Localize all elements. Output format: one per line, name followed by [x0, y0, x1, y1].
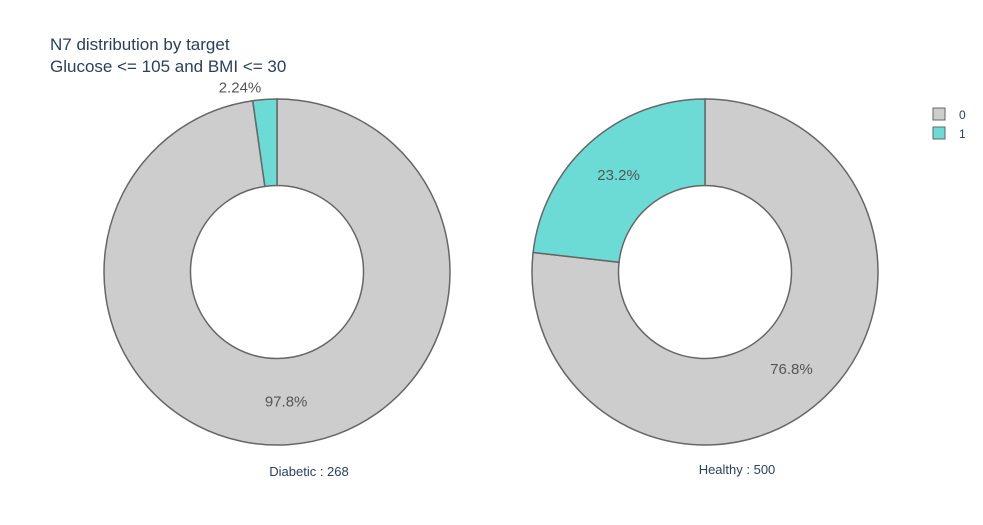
chart-title-line-1: N7 distribution by target [50, 35, 230, 54]
donut-charts: 97.8% 2.24% Diabetic : 268 76.8% 23.2% Health… [103, 79, 879, 479]
donut-1-slice-0-label: 76.8% [770, 361, 813, 378]
donut-0-slice-1[interactable] [251, 98, 278, 188]
legend-item-1[interactable]: 1 [932, 126, 966, 141]
legend-label-1: 1 [959, 127, 966, 141]
donut-1-slice-1-label: 23.2% [597, 167, 640, 184]
legend: 0 1 [932, 107, 966, 141]
donut-1: 76.8% 23.2% Healthy : 500 [531, 98, 879, 477]
legend-item-0[interactable]: 0 [932, 107, 966, 122]
donut-0-slice-0[interactable] [103, 98, 451, 446]
donut-0-domain-label: Diabetic : 268 [269, 464, 349, 479]
chart-title-line-2: Glucose <= 105 and BMI <= 30 [50, 57, 286, 76]
legend-swatch-1 [932, 126, 946, 140]
legend-label-0: 0 [959, 108, 966, 122]
donut-1-slice-0[interactable] [531, 98, 879, 446]
donut-0-slice-0-label: 97.8% [265, 393, 308, 410]
chart-title: N7 distribution by target Glucose <= 105… [50, 35, 286, 76]
donut-0: 97.8% 2.24% Diabetic : 268 [103, 79, 451, 479]
donut-0-slice-1-label: 2.24% [219, 79, 262, 96]
donut-1-domain-label: Healthy : 500 [699, 462, 776, 477]
legend-swatch-0 [932, 107, 946, 121]
donut-1-slice-1[interactable] [532, 98, 706, 264]
